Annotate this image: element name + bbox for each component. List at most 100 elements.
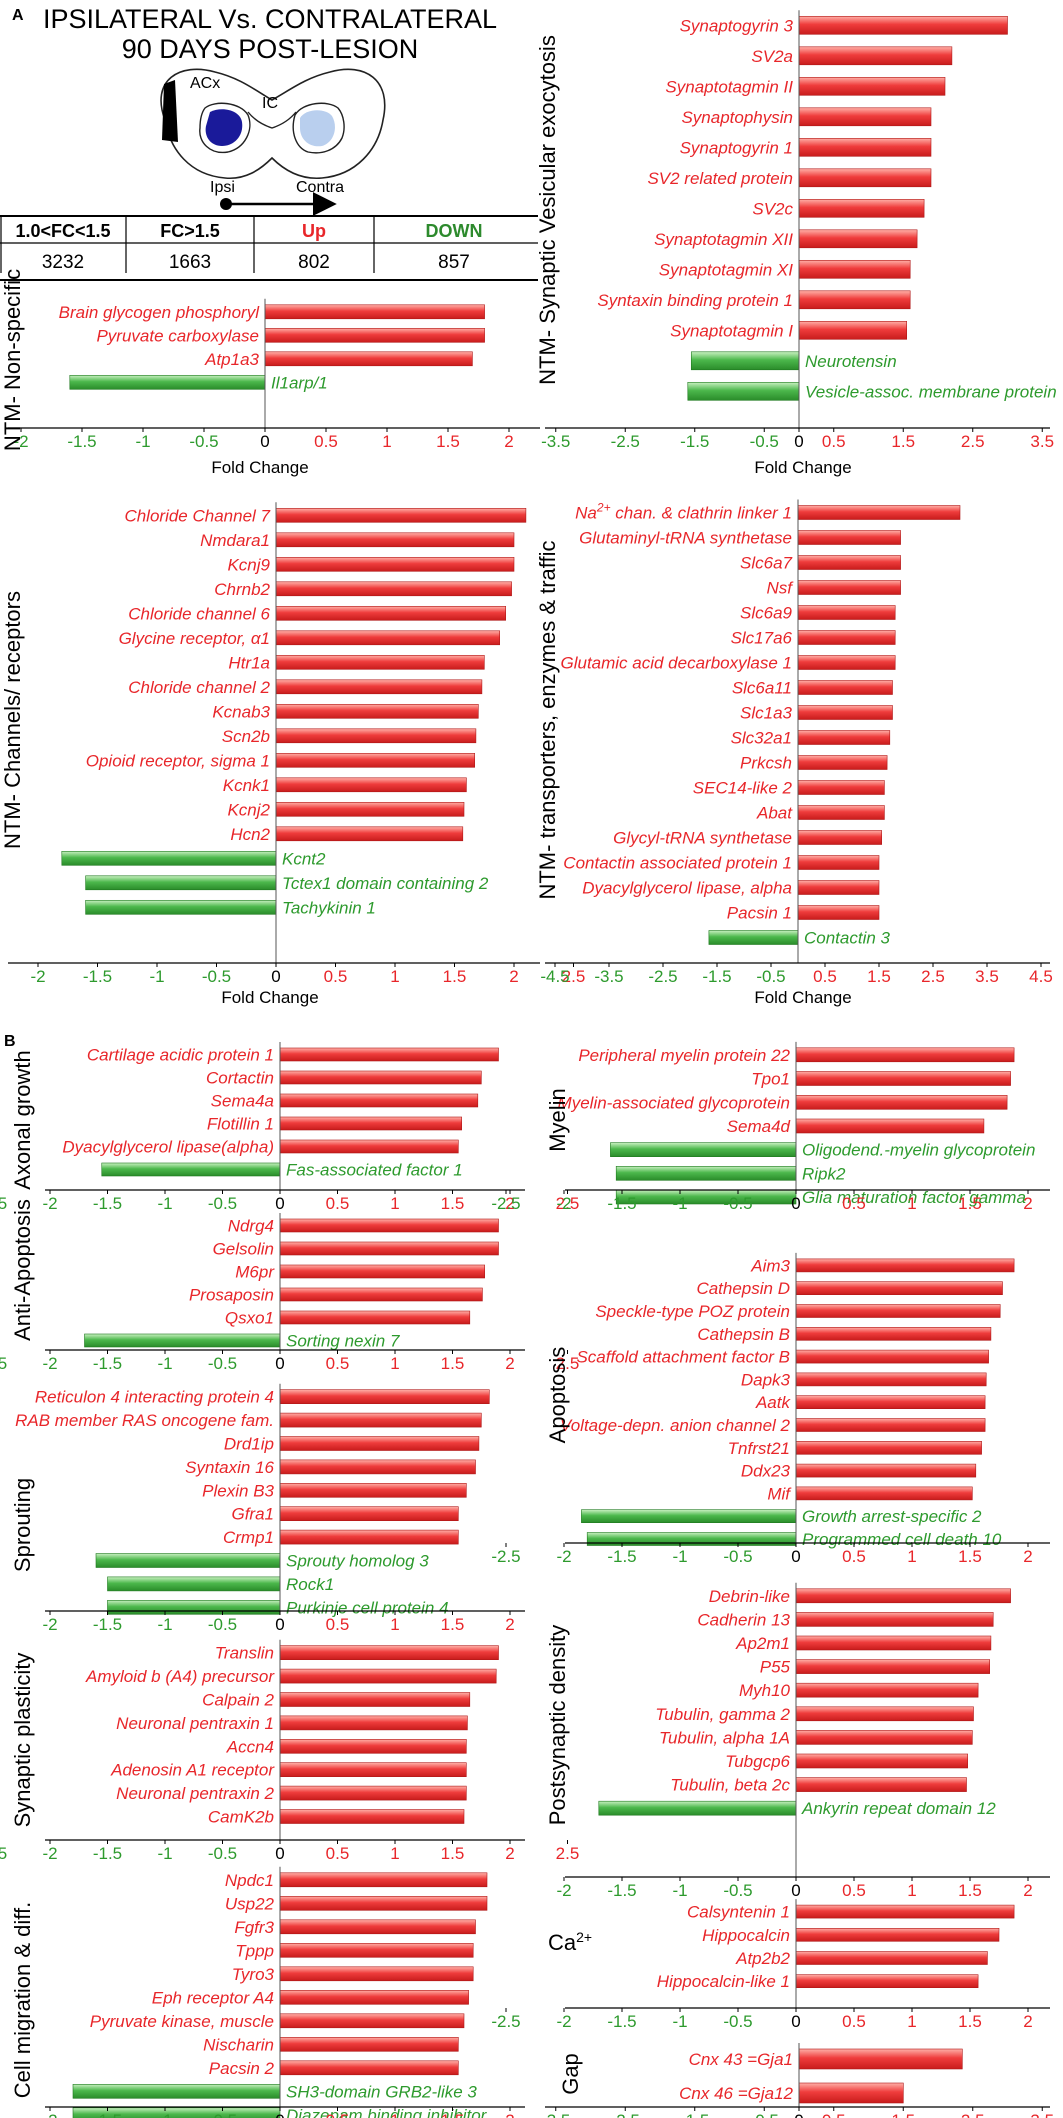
bar-label: SH3-domain GRB2-like 3 xyxy=(286,2082,477,2101)
bar-label: Hippocalcin-like 1 xyxy=(657,1972,790,1991)
bar xyxy=(72,2107,281,2118)
bar-label: Mif xyxy=(767,1484,792,1503)
bar-label: Programmed cell death 10 xyxy=(802,1530,1002,1549)
bar-label: Synaptotagmin II xyxy=(665,77,793,96)
table-value-down: 857 xyxy=(438,252,470,273)
bar xyxy=(279,1483,467,1498)
x-tick-label: -1.5 xyxy=(607,1194,636,1213)
x-tick-label: 0.5 xyxy=(326,1354,350,1373)
x-tick-label: 0 xyxy=(271,967,280,986)
chart-panel: Brain glycogen phosphoryl Pyruvate carbox… xyxy=(0,269,540,477)
bar-label: Tubulin, gamma 2 xyxy=(655,1705,790,1724)
x-tick-label: 1 xyxy=(907,1547,916,1566)
x-tick-label: -2 xyxy=(556,1547,571,1566)
section-label: Gap xyxy=(558,2053,583,2095)
bar-label: Cartilage acidic protein 1 xyxy=(87,1046,274,1065)
x-tick-label: -1 xyxy=(135,432,150,451)
bar xyxy=(798,2082,904,2104)
x-tick-label: 1.5 xyxy=(441,1844,465,1863)
bar-label: Contactin associated protein 1 xyxy=(563,854,792,873)
bar-label: Synaptogyrin 3 xyxy=(680,16,794,35)
bar xyxy=(795,1904,1015,1919)
bar-label: Amyloid b (A4) precursor xyxy=(85,1667,275,1686)
x-tick-label: 1.5 xyxy=(441,1354,465,1373)
bar-label: Chrnb2 xyxy=(214,580,270,599)
bar xyxy=(279,1310,471,1325)
bar-label: Hippocalcin xyxy=(702,1926,790,1945)
x-tick-label: -0.5 xyxy=(756,967,785,986)
bar-label: Cathepsin B xyxy=(697,1325,790,1344)
bar xyxy=(795,1706,974,1722)
x-tick-label: -2.5 xyxy=(491,2012,520,2031)
x-tick-label: -2 xyxy=(42,1354,57,1373)
bar-label: Ankyrin repeat domain 12 xyxy=(801,1799,996,1818)
bar-label: Cathepsin D xyxy=(696,1279,790,1298)
chart-panel: Translin Amyloid b (A4) precursor Calpain … xyxy=(0,1639,579,1863)
bar-label: Adenosin A1 receptor xyxy=(110,1761,275,1780)
bar-label: Abat xyxy=(756,804,793,823)
bar-label: Npdc1 xyxy=(225,1871,274,1890)
x-tick-label: 2 xyxy=(505,1354,514,1373)
bar xyxy=(797,605,896,620)
bar xyxy=(275,654,485,670)
x-tick-label: 2 xyxy=(505,2111,514,2118)
bar xyxy=(795,1951,988,1965)
bar xyxy=(690,351,800,371)
bar xyxy=(795,1047,1015,1063)
x-tick-label: -1.5 xyxy=(93,1194,122,1213)
bar-label: Kcnj9 xyxy=(227,555,270,574)
bar xyxy=(798,168,932,188)
x-tick-label: 2.5 xyxy=(556,1354,580,1373)
x-tick-label: 1.5 xyxy=(441,2111,465,2118)
bar xyxy=(279,1668,497,1684)
x-tick-label: -2.5 xyxy=(0,1844,7,1863)
bar xyxy=(615,1166,797,1181)
bar xyxy=(279,1990,469,2005)
x-tick-label: 0 xyxy=(794,2111,803,2118)
bar xyxy=(795,1612,994,1627)
bar xyxy=(279,1459,476,1475)
x-tick-label: -0.5 xyxy=(750,432,779,451)
bar xyxy=(279,1436,480,1451)
bar xyxy=(264,351,473,367)
x-tick-label: -0.5 xyxy=(208,1194,237,1213)
x-tick-label: 0.5 xyxy=(326,1844,350,1863)
x-tick-label: 1 xyxy=(390,1194,399,1213)
bar-label: Slc6a7 xyxy=(740,554,793,573)
bar-label: Hcn2 xyxy=(230,825,270,844)
x-axis-label: Fold Change xyxy=(211,458,308,477)
x-tick-label: 2.5 xyxy=(562,967,586,986)
bar-label: Crmp1 xyxy=(223,1528,274,1547)
x-tick-label: 2 xyxy=(1023,1881,1032,1900)
x-tick-label: 2 xyxy=(509,967,518,986)
bar xyxy=(795,1463,977,1478)
bar-label: Tctex1 domain containing 2 xyxy=(282,874,489,893)
x-tick-label: 0.5 xyxy=(842,1881,866,1900)
bar-label: Myelin-associated glycoprotein xyxy=(558,1093,790,1112)
bar-label: Synaptophysin xyxy=(681,108,793,127)
bar xyxy=(107,1576,281,1592)
x-tick-label: 2 xyxy=(1023,2012,1032,2031)
bar-label: Slc17a6 xyxy=(731,629,793,648)
bar-label: Atp1a3 xyxy=(204,350,259,369)
chart-panel: Npdc1 Usp22 Fgfr3 Tppp Tyro3 Eph receptor A4 P… xyxy=(10,1866,525,2118)
bar-label: Cortactin xyxy=(206,1069,274,1088)
x-tick-label: 2 xyxy=(505,1615,514,1634)
x-tick-label: -2 xyxy=(42,1844,57,1863)
bar-label: Prosaposin xyxy=(189,1286,274,1305)
bar xyxy=(279,1506,459,1521)
bar xyxy=(275,801,465,817)
bar xyxy=(795,1372,987,1387)
ipsi-label: Ipsi xyxy=(210,179,235,196)
bar-label: Slc6a11 xyxy=(732,679,792,698)
bar-label: Prkcsh xyxy=(740,754,792,773)
x-tick-label: 1.5 xyxy=(958,2012,982,2031)
bar-label: Plexin B3 xyxy=(202,1481,274,1500)
bar-label: Sorting nexin 7 xyxy=(286,1332,400,1351)
x-tick-label: 0 xyxy=(275,1615,284,1634)
panel-b-label: B xyxy=(4,1033,16,1050)
bar-label: Myh10 xyxy=(739,1681,791,1700)
chart-panel: Synaptogyrin 3 SV2a Synaptotagmin II Synapt… xyxy=(535,10,1057,477)
bar xyxy=(84,1333,281,1348)
x-tick-label: -1 xyxy=(157,1194,172,1213)
